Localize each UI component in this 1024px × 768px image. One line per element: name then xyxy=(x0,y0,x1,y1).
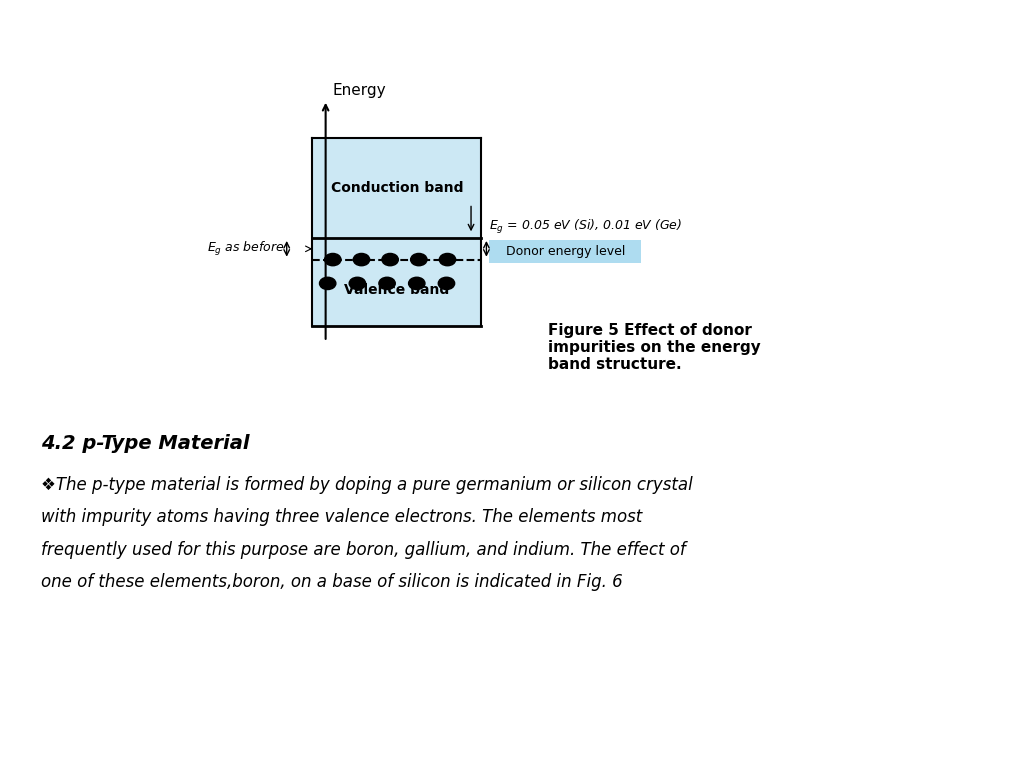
Text: Energy: Energy xyxy=(333,82,386,98)
Text: frequently used for this purpose are boron, gallium, and indium. The effect of: frequently used for this purpose are bor… xyxy=(41,541,686,558)
Bar xyxy=(489,240,641,263)
Bar xyxy=(312,238,481,326)
Bar xyxy=(312,138,481,238)
Text: Figure 5 Effect of donor
impurities on the energy
band structure.: Figure 5 Effect of donor impurities on t… xyxy=(548,323,761,372)
Circle shape xyxy=(319,277,336,290)
Text: Valence band: Valence band xyxy=(344,283,450,297)
Circle shape xyxy=(382,253,398,266)
Text: Conduction band: Conduction band xyxy=(331,181,463,195)
Circle shape xyxy=(438,277,455,290)
Text: Donor energy level: Donor energy level xyxy=(506,245,625,257)
Circle shape xyxy=(325,253,341,266)
Circle shape xyxy=(379,277,395,290)
Text: with impurity atoms having three valence electrons. The elements most: with impurity atoms having three valence… xyxy=(41,508,642,526)
Circle shape xyxy=(353,253,370,266)
Text: $E_g$ = 0.05 eV (Si), 0.01 eV (Ge): $E_g$ = 0.05 eV (Si), 0.01 eV (Ge) xyxy=(489,218,683,236)
Circle shape xyxy=(439,253,456,266)
Text: ❖The p-type material is formed by doping a pure germanium or silicon crystal: ❖The p-type material is formed by doping… xyxy=(41,476,692,494)
Text: $E_g$ as before: $E_g$ as before xyxy=(207,240,285,258)
Text: 4.2 p-Type Material: 4.2 p-Type Material xyxy=(41,434,250,453)
Text: one of these elements,boron, on a base of silicon is indicated in Fig. 6: one of these elements,boron, on a base o… xyxy=(41,573,623,591)
Circle shape xyxy=(409,277,425,290)
Circle shape xyxy=(411,253,427,266)
Circle shape xyxy=(349,277,366,290)
